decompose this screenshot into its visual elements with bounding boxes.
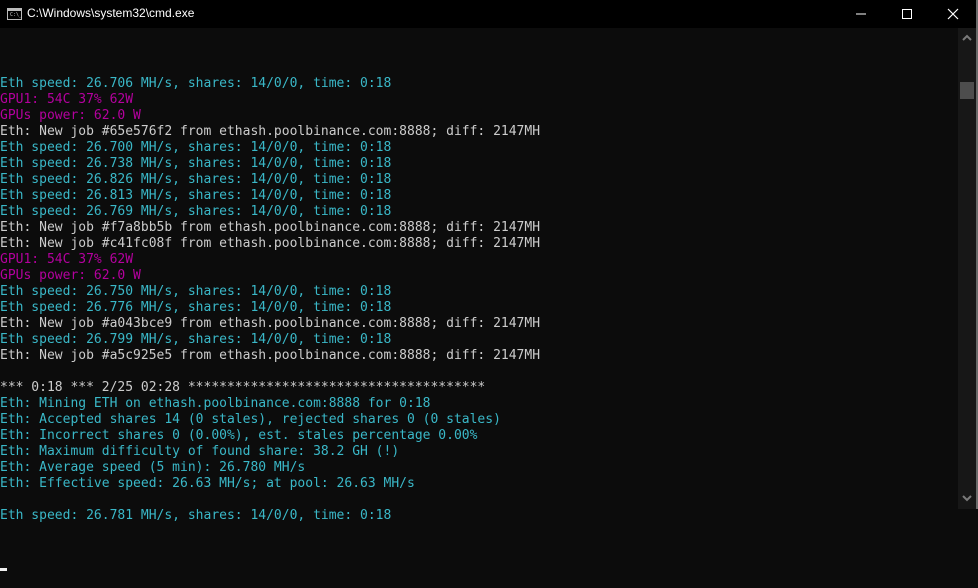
console-line: Eth speed: 26.799 MH/s, shares: 14/0/0, … xyxy=(0,332,392,347)
console-line: Eth: New job #f7a8bb5b from ethash.poolb… xyxy=(0,220,541,235)
console-line: Eth: Mining ETH on ethash.poolbinance.co… xyxy=(0,396,431,411)
console-line: Eth: Incorrect shares 0 (0.00%), est. st… xyxy=(0,428,478,443)
close-icon xyxy=(947,8,959,20)
console-line: Eth: Maximum difficulty of found share: … xyxy=(0,444,400,459)
console-line: Eth: New job #65e576f2 from ethash.poolb… xyxy=(0,124,541,139)
console-line: Eth: New job #c41fc08f from ethash.poolb… xyxy=(0,236,541,251)
console-line: GPUs power: 62.0 W xyxy=(0,108,141,123)
maximize-icon xyxy=(902,9,912,19)
scroll-up-icon[interactable] xyxy=(962,34,972,42)
console-line: Eth: Effective speed: 26.63 MH/s; at poo… xyxy=(0,476,415,491)
console-line: Eth speed: 26.750 MH/s, shares: 14/0/0, … xyxy=(0,284,392,299)
console-line: Eth: New job #a5c925e5 from ethash.poolb… xyxy=(0,348,541,363)
console-line: Eth: Accepted shares 14 (0 stales), reje… xyxy=(0,412,501,427)
cmd-icon: C:\_ xyxy=(7,8,22,20)
minimize-button[interactable] xyxy=(838,0,884,28)
console-line: Eth speed: 26.781 MH/s, shares: 14/0/0, … xyxy=(0,508,392,523)
console-line: Eth speed: 26.700 MH/s, shares: 14/0/0, … xyxy=(0,140,392,155)
console-line: GPU1: 54C 37% 62W xyxy=(0,92,134,107)
console-output[interactable]: Eth speed: 26.706 MH/s, shares: 14/0/0, … xyxy=(0,28,958,571)
text-cursor xyxy=(0,568,7,571)
vertical-scrollbar[interactable] xyxy=(958,28,976,509)
console-line: GPU1: 54C 37% 62W xyxy=(0,252,134,267)
console-line: Eth speed: 26.769 MH/s, shares: 14/0/0, … xyxy=(0,204,392,219)
console-line: Eth speed: 26.776 MH/s, shares: 14/0/0, … xyxy=(0,300,392,315)
console-line: Eth: Average speed (5 min): 26.780 MH/s xyxy=(0,460,306,475)
console-line: Eth speed: 26.813 MH/s, shares: 14/0/0, … xyxy=(0,188,392,203)
window-edge xyxy=(976,0,978,509)
maximize-button[interactable] xyxy=(884,0,930,28)
console-line xyxy=(0,492,958,508)
console-line: Eth: New job #a043bce9 from ethash.poolb… xyxy=(0,316,541,331)
console-line: Eth speed: 26.738 MH/s, shares: 14/0/0, … xyxy=(0,156,392,171)
close-button[interactable] xyxy=(930,0,976,28)
prompt-line xyxy=(0,556,958,572)
console-line: GPUs power: 62.0 W xyxy=(0,268,141,283)
console-line: Eth speed: 26.706 MH/s, shares: 14/0/0, … xyxy=(0,76,392,91)
console-lines: Eth speed: 26.706 MH/s, shares: 14/0/0, … xyxy=(0,76,958,524)
console-line: *** 0:18 *** 2/25 02:28 ****************… xyxy=(0,380,486,395)
scroll-down-icon[interactable] xyxy=(962,494,972,502)
console-line xyxy=(0,364,958,380)
title-bar[interactable]: C:\_ C:\Windows\system32\cmd.exe xyxy=(0,0,976,28)
scrollbar-thumb[interactable] xyxy=(960,82,974,99)
window-title: C:\Windows\system32\cmd.exe xyxy=(27,6,195,20)
console-line: Eth speed: 26.826 MH/s, shares: 14/0/0, … xyxy=(0,172,392,187)
minimize-icon xyxy=(856,13,866,15)
